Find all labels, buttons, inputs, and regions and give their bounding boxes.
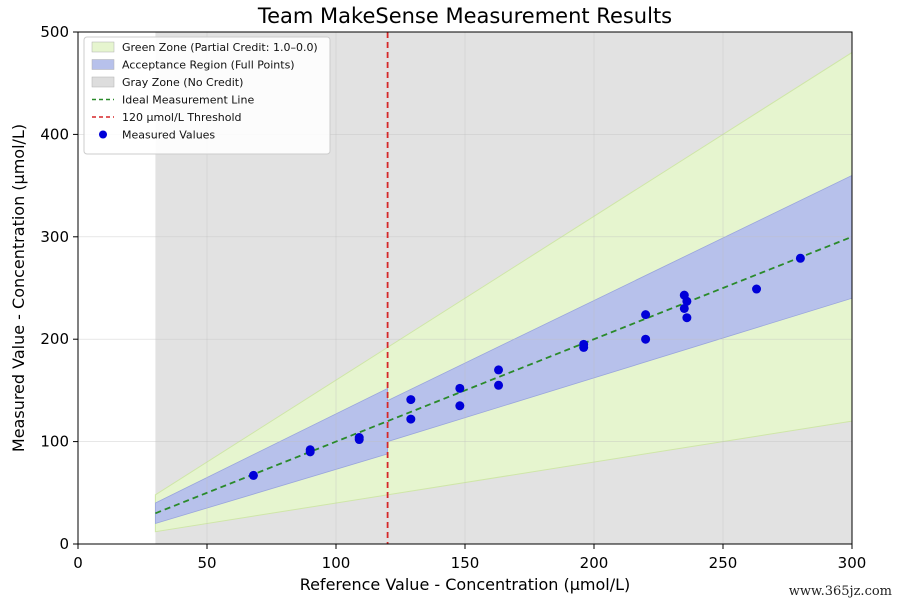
legend-label: 120 µmol/L Threshold	[122, 111, 242, 124]
data-point	[682, 313, 692, 323]
y-axis-label: Measured Value - Concentration (µmol/L)	[9, 124, 28, 452]
y-tick-label: 400	[40, 125, 69, 143]
data-point	[406, 395, 416, 405]
legend-swatch	[91, 76, 115, 88]
legend-box	[83, 36, 331, 155]
legend: Green Zone (Partial Credit: 1.0–0.0) Acce…	[83, 36, 331, 155]
data-point	[641, 334, 651, 344]
data-point	[494, 365, 504, 375]
data-point	[305, 445, 315, 455]
x-tick-label: 200	[580, 554, 609, 572]
legend-swatch	[91, 41, 115, 53]
y-tick-label: 300	[40, 228, 69, 246]
y-tick-label: 100	[40, 433, 69, 451]
legend-label: Ideal Measurement Line	[122, 94, 254, 107]
x-tick-label: 100	[322, 554, 351, 572]
x-tick-label: 50	[197, 554, 216, 572]
data-point	[679, 303, 689, 313]
legend-label: Acceptance Region (Full Points)	[122, 59, 295, 72]
legend-marker	[99, 130, 107, 139]
y-tick-label: 500	[40, 23, 69, 41]
data-point	[406, 414, 416, 424]
ideal-measurement-line	[155, 235, 852, 515]
legend-label: Green Zone (Partial Credit: 1.0–0.0)	[122, 41, 318, 54]
y-tick-label: 0	[59, 535, 69, 553]
x-tick-label: 0	[73, 554, 83, 572]
data-point	[248, 470, 258, 480]
data-point	[455, 401, 465, 411]
data-point	[795, 253, 805, 263]
data-point	[641, 310, 651, 320]
data-point	[494, 380, 504, 390]
legend-swatch	[91, 59, 115, 70]
data-point	[354, 433, 364, 443]
legend-label: Gray Zone (No Credit)	[122, 76, 243, 89]
watermark: www.365jz.com	[788, 584, 892, 599]
x-tick-label: 250	[709, 554, 738, 572]
data-point	[455, 383, 465, 393]
data-point	[752, 284, 762, 294]
x-tick-label: 300	[838, 554, 867, 572]
data-point	[682, 296, 692, 306]
data-point	[579, 339, 589, 349]
x-tick-label: 150	[451, 554, 480, 572]
x-axis-label: Reference Value - Concentration (µmol/L)	[300, 575, 631, 594]
chart-title: Team MakeSense Measurement Results	[257, 4, 672, 28]
legend-label: Measured Values	[122, 129, 215, 142]
y-tick-label: 200	[40, 330, 69, 348]
